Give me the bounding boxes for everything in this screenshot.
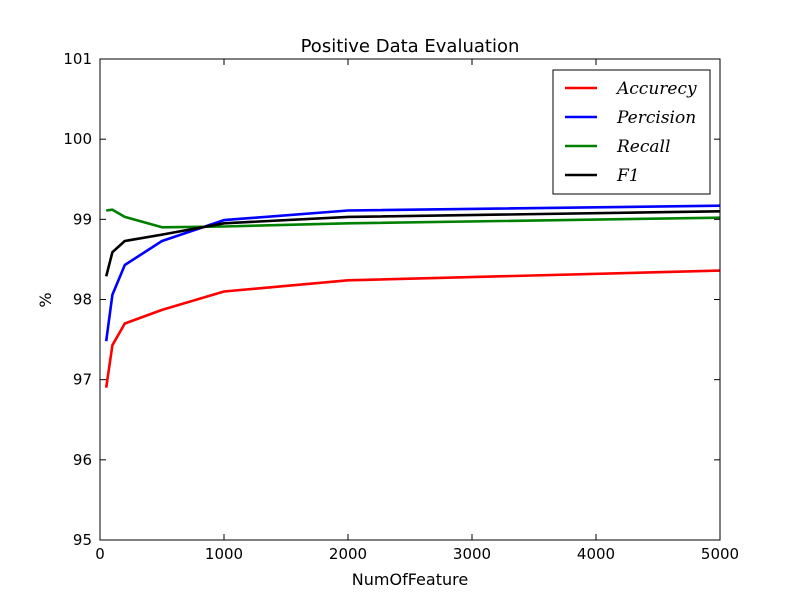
series-line-percision <box>104 204 720 342</box>
legend-label-recall: Recall <box>616 137 670 157</box>
series-line-f1 <box>104 210 720 277</box>
legend-label-accurecy: Accurecy <box>615 79 697 99</box>
series-line-recall <box>106 208 720 229</box>
legend-box <box>552 69 711 195</box>
x-tick-label: 2000 <box>329 545 367 563</box>
ticks-layer: 0 1000 2000 3000 4000 5000 95 96 97 98 99 100 101 <box>63 50 739 563</box>
y-tick-label: 101 <box>63 50 92 68</box>
x-tick-label: 1000 <box>205 545 243 563</box>
y-tick-label: 98 <box>73 291 92 309</box>
series-line-accurecy <box>104 269 720 388</box>
legend-label-f1: F1 <box>616 166 640 186</box>
y-tick-label: 95 <box>73 531 92 549</box>
chart-title: Positive Data Evaluation <box>301 36 520 57</box>
x-tick-label: 4000 <box>577 545 615 563</box>
legend-label-percision: Percision <box>616 108 696 128</box>
x-tick-label: 0 <box>95 545 105 563</box>
y-tick-label: 99 <box>73 210 92 228</box>
series-layer <box>104 204 720 388</box>
y-axis-title: % <box>36 292 55 307</box>
x-tick-label: 3000 <box>453 545 491 563</box>
y-tick-label: 97 <box>73 371 92 389</box>
y-tick-label: 100 <box>63 130 92 148</box>
x-axis-title: NumOfFeature <box>352 570 468 589</box>
x-tick-label: 5000 <box>701 545 739 563</box>
legend: Accurecy Percision Recall F1 <box>552 69 711 195</box>
y-tick-label: 96 <box>73 451 92 469</box>
